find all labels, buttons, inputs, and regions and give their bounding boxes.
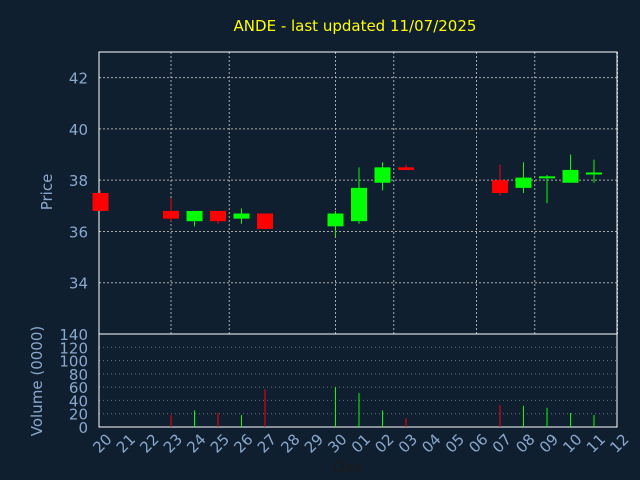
price-y-ticks: 34 36 38 40 42 xyxy=(69,70,88,293)
x-tick-label: 09 xyxy=(536,430,562,456)
candle-body xyxy=(257,213,273,229)
x-tick-label: 11 xyxy=(583,430,609,456)
x-tick-label: 10 xyxy=(559,430,585,456)
x-tick-label: 29 xyxy=(301,430,327,456)
candle-body xyxy=(163,210,179,219)
x-tick-label: 06 xyxy=(465,430,491,456)
x-tick-label: 30 xyxy=(324,430,350,456)
volume-tick-label: 40 xyxy=(69,392,88,410)
x-tick-label: 02 xyxy=(371,430,397,456)
chart-title: ANDE - last updated 11/07/2025 xyxy=(234,17,477,35)
price-tick-label: 38 xyxy=(69,172,88,190)
x-tick-label: 01 xyxy=(348,430,374,456)
x-axis-label: Day xyxy=(333,458,363,476)
candle-body xyxy=(210,210,226,222)
candle-body xyxy=(186,210,203,222)
x-tick-label: 05 xyxy=(442,430,468,456)
x-tick-label: 24 xyxy=(183,430,209,456)
candle-body xyxy=(586,172,602,175)
x-tick-label: 07 xyxy=(489,430,515,456)
candle-body xyxy=(374,167,391,183)
volume-tick-label: 80 xyxy=(69,366,88,384)
volume-grid xyxy=(99,333,617,428)
volume-tick-label: 0 xyxy=(78,419,88,437)
candle-body xyxy=(398,167,414,170)
candle-body xyxy=(562,169,579,183)
volume-panel-frame xyxy=(98,333,618,428)
x-tick-label: 26 xyxy=(230,430,256,456)
x-tick-label: 22 xyxy=(136,430,162,456)
x-tick-label: 21 xyxy=(113,430,139,456)
x-tick-label: 08 xyxy=(512,430,538,456)
candle-body xyxy=(92,193,109,211)
volume-tick-label: 60 xyxy=(69,379,88,397)
volume-tick-label: 120 xyxy=(59,339,88,357)
price-tick-label: 42 xyxy=(69,70,88,88)
x-ticks: 2021222324252627282930010203040506070809… xyxy=(89,430,632,456)
x-tick-label: 03 xyxy=(395,430,421,456)
x-tick-label: 27 xyxy=(254,430,280,456)
price-tick-label: 40 xyxy=(69,121,88,139)
volume-tick-label: 20 xyxy=(69,406,88,424)
x-tick-label: 28 xyxy=(277,430,303,456)
candle-body xyxy=(539,176,555,179)
price-axis-label: Price xyxy=(38,174,56,211)
x-tick-label: 04 xyxy=(418,430,444,456)
volume-axis-label: Volume (0000) xyxy=(28,326,46,436)
candles xyxy=(92,154,602,237)
price-tick-label: 36 xyxy=(69,223,88,241)
x-tick-label: 25 xyxy=(207,430,233,456)
candle-body xyxy=(233,213,250,219)
volume-tick-label: 140 xyxy=(59,326,88,344)
price-tick-label: 34 xyxy=(69,275,88,293)
volume-bars xyxy=(170,387,595,427)
x-tick-label: 20 xyxy=(89,430,115,456)
volume-tick-label: 100 xyxy=(59,353,88,371)
candle-body xyxy=(492,180,508,193)
candle-body xyxy=(515,177,532,188)
x-tick-label: 23 xyxy=(160,430,186,456)
candle-body xyxy=(351,187,367,222)
candle-body xyxy=(327,213,344,227)
x-tick-label: 12 xyxy=(606,430,632,456)
